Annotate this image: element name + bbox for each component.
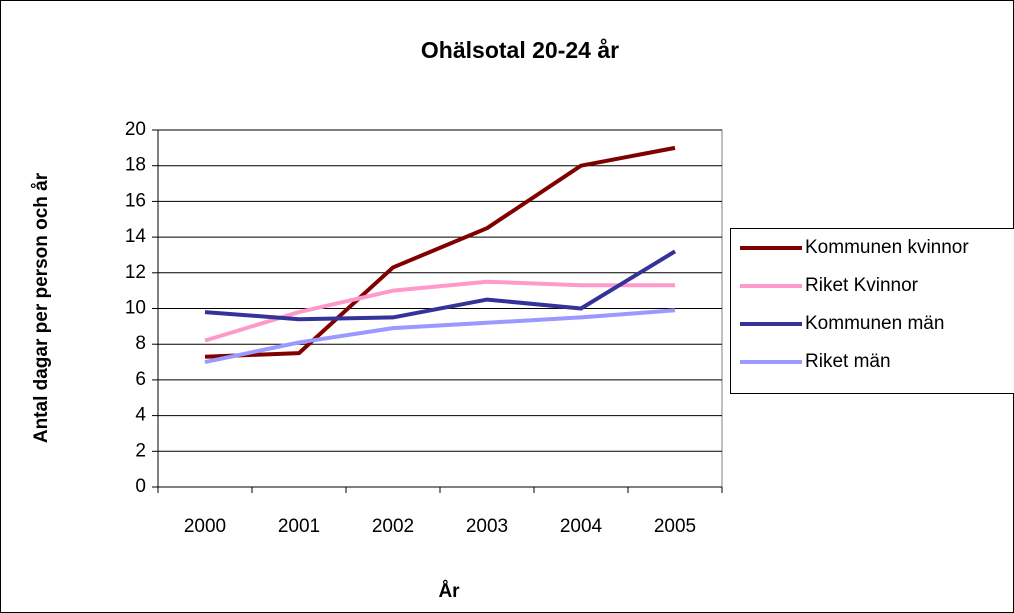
y-tick-label: 4 <box>135 405 146 426</box>
x-tick-label: 2001 <box>278 516 320 537</box>
y-tick-label: 18 <box>125 155 146 176</box>
y-tick-label: 0 <box>135 476 146 497</box>
series-line <box>204 249 677 322</box>
legend-label: Kommunen män <box>805 313 944 334</box>
x-tick-label: 2002 <box>372 516 414 537</box>
chart-title: Ohälsotal 20-24 år <box>421 37 619 63</box>
y-tick-label: 6 <box>135 369 146 390</box>
series-line <box>204 308 676 365</box>
legend-label: Riket Kvinnor <box>805 275 919 296</box>
legend-label: Riket män <box>805 351 891 372</box>
legend <box>730 228 1014 394</box>
y-tick-label: 2 <box>135 440 146 461</box>
y-tick-label: 8 <box>135 333 146 354</box>
y-tick-label: 14 <box>125 226 147 247</box>
x-tick-label: 2004 <box>560 516 603 537</box>
y-tick-label: 16 <box>125 190 146 211</box>
y-tick-label: 12 <box>125 262 146 283</box>
x-tick-label: 2005 <box>654 516 696 537</box>
y-tick-label: 10 <box>125 298 146 319</box>
x-tick-label: 2000 <box>184 516 226 537</box>
y-tick-label: 20 <box>125 119 146 140</box>
x-axis-label: År <box>438 581 460 602</box>
x-tick-label: 2003 <box>466 516 508 537</box>
series-line <box>204 145 676 359</box>
legend-label: Kommunen kvinnor <box>805 237 969 258</box>
y-axis-label: Antal dagar per person och år <box>31 172 52 443</box>
